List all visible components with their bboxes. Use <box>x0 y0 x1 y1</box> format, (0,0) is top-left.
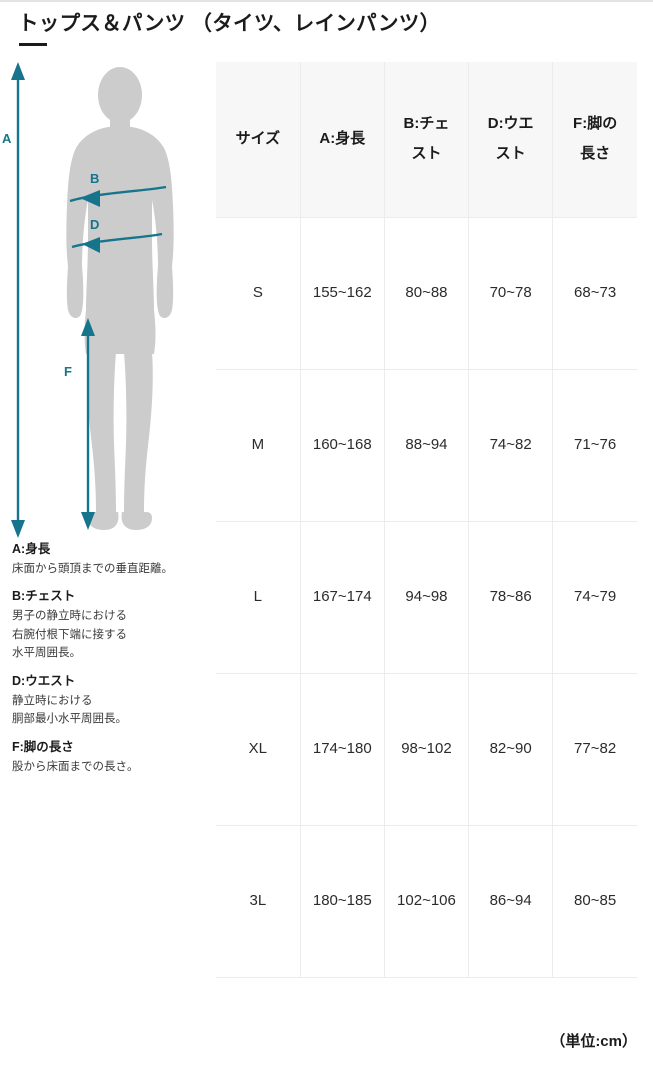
marker-d-arrowhead <box>82 237 100 253</box>
legend-term-b: B:チェスト <box>12 589 76 604</box>
cell-chest: 80~88 <box>384 217 470 370</box>
cell-size: M <box>216 369 301 522</box>
marker-a-arrow <box>11 62 25 538</box>
column-header-waist: D:ウエスト <box>468 62 554 218</box>
measurement-legend: A:身長 床面から頭頂までの垂直距離。 B:チェスト 男子の静立時における 右腕… <box>12 540 212 785</box>
title-underline <box>19 43 47 46</box>
legend-item-a: A:身長 床面から頭頂までの垂直距離。 <box>12 540 212 578</box>
cell-chest: 102~106 <box>384 825 470 978</box>
table-row: XL 174~180 98~102 82~90 77~82 <box>216 673 637 826</box>
marker-a-label: A <box>2 131 12 146</box>
cell-waist: 78~86 <box>468 521 554 674</box>
legend-item-d: D:ウエスト 静立時における 胴部最小水平周囲長。 <box>12 672 212 729</box>
size-table-container: サイズ A:身長 B:チェスト D:ウエスト F:脚の長さ S 155~162 … <box>216 62 637 978</box>
legend-item-b: B:チェスト 男子の静立時における 右腕付根下端に接する 水平周囲長。 <box>12 587 212 663</box>
table-row: 3L 180~185 102~106 86~94 80~85 <box>216 825 637 978</box>
marker-d-arrow <box>71 232 163 249</box>
cell-size: 3L <box>216 825 301 978</box>
body-measurement-diagram: A B D F <box>0 60 216 540</box>
cell-leg: 71~76 <box>552 369 637 522</box>
table-row: L 167~174 94~98 78~86 74~79 <box>216 521 637 674</box>
cell-waist: 82~90 <box>468 673 554 826</box>
legend-desc-d-line-0: 静立時における <box>12 694 93 707</box>
legend-desc-f-line-0: 股から床面までの長さ。 <box>12 760 139 773</box>
table-row: M 160~168 88~94 74~82 71~76 <box>216 369 637 522</box>
cell-leg: 77~82 <box>552 673 637 826</box>
cell-leg: 74~79 <box>552 521 637 674</box>
legend-item-f: F:脚の長さ 股から床面までの長さ。 <box>12 738 212 776</box>
cell-height: 174~180 <box>300 673 385 826</box>
cell-chest: 88~94 <box>384 369 470 522</box>
column-header-height: A:身長 <box>300 62 385 218</box>
cell-size: XL <box>216 673 301 826</box>
column-header-size: サイズ <box>216 62 301 218</box>
marker-f-label: F <box>64 364 72 379</box>
marker-d-label: D <box>90 217 99 232</box>
marker-f-arrow <box>81 318 95 530</box>
cell-chest: 94~98 <box>384 521 470 674</box>
legend-desc-b-line-0: 男子の静立時における <box>12 610 127 623</box>
marker-b-label: B <box>90 171 99 186</box>
marker-b-arrow <box>69 185 167 203</box>
size-table: サイズ A:身長 B:チェスト D:ウエスト F:脚の長さ S 155~162 … <box>216 62 637 978</box>
legend-desc-d-line-1: 胴部最小水平周囲長。 <box>12 713 127 726</box>
cell-waist: 70~78 <box>468 217 554 370</box>
body-silhouette <box>66 67 174 530</box>
unit-note: （単位:cm） <box>550 1033 637 1050</box>
top-divider <box>0 0 653 2</box>
cell-size: L <box>216 521 301 674</box>
table-header-row: サイズ A:身長 B:チェスト D:ウエスト F:脚の長さ <box>216 62 637 218</box>
cell-waist: 74~82 <box>468 369 554 522</box>
cell-height: 180~185 <box>300 825 385 978</box>
column-header-chest: B:チェスト <box>384 62 470 218</box>
legend-term-f: F:脚の長さ <box>12 740 74 754</box>
legend-desc-b-line-2: 水平周囲長。 <box>12 647 81 660</box>
cell-leg: 80~85 <box>552 825 637 978</box>
cell-size: S <box>216 217 301 370</box>
legend-desc-a-line-0: 床面から頭頂までの垂直距離。 <box>12 562 173 575</box>
legend-desc-b-line-1: 右腕付根下端に接する <box>12 628 127 641</box>
cell-waist: 86~94 <box>468 825 554 978</box>
cell-leg: 68~73 <box>552 217 637 370</box>
legend-term-d: D:ウエスト <box>12 674 76 688</box>
column-header-leg: F:脚の長さ <box>552 62 637 218</box>
size-table-body: S 155~162 80~88 70~78 68~73 M 160~168 88… <box>216 217 637 978</box>
table-row: S 155~162 80~88 70~78 68~73 <box>216 217 637 370</box>
cell-height: 167~174 <box>300 521 385 674</box>
cell-chest: 98~102 <box>384 673 470 826</box>
legend-term-a: A:身長 <box>12 542 51 556</box>
cell-height: 155~162 <box>300 217 385 370</box>
page-title: トップス＆パンツ （タイツ、レインパンツ） <box>18 12 441 35</box>
marker-b-arrowhead <box>80 190 100 207</box>
size-table-head: サイズ A:身長 B:チェスト D:ウエスト F:脚の長さ <box>216 62 637 218</box>
cell-height: 160~168 <box>300 369 385 522</box>
